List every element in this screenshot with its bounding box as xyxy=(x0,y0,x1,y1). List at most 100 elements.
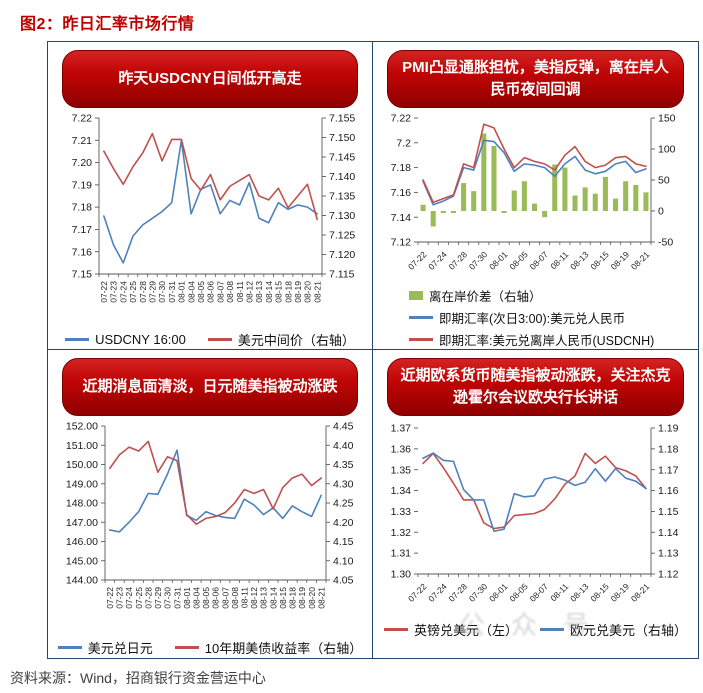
jpy-passive-plot: 152.00 151.00 150.00 149.00 148.00 147.00 146.… xyxy=(65,421,354,609)
svg-text:7.130: 7.130 xyxy=(329,210,355,222)
legend-label: 即期汇率(次日3:00):美元兑人民币 xyxy=(439,312,626,326)
legend-label: 即期汇率:美元兑离岸人民币(USDCNH) xyxy=(439,334,655,348)
svg-text:50: 50 xyxy=(658,175,670,187)
svg-text:08-19: 08-19 xyxy=(297,587,307,609)
svg-text:1.30: 1.30 xyxy=(391,569,412,581)
jpy-passive-legend: 美元兑日元 10年期美债收益率（右轴） xyxy=(48,638,372,657)
svg-text:4.20: 4.20 xyxy=(333,517,354,529)
svg-text:07-24: 07-24 xyxy=(118,281,128,303)
svg-text:08-01: 08-01 xyxy=(176,281,186,303)
svg-text:149.00: 149.00 xyxy=(65,478,97,490)
legend-label: 美元中间价（右轴） xyxy=(237,333,355,348)
svg-text:07-29: 07-29 xyxy=(147,281,157,303)
pmi-cny-rebound-plot: 7.22 7.2 7.18 7.16 7.14 7.12 150 100 50 0 -50 07-22… xyxy=(391,113,676,272)
quad-pmi-cny-rebound: PMI凸显通胀担忧，美指反弹，离在岸人民币夜间回调 7.22 7.2 7.18 7.1… xyxy=(373,42,698,350)
svg-text:07-24: 07-24 xyxy=(124,587,134,609)
legend-line-swatch xyxy=(540,628,564,631)
svg-text:08-04: 08-04 xyxy=(191,587,201,609)
svg-text:07-30: 07-30 xyxy=(162,587,172,609)
svg-text:1.35: 1.35 xyxy=(391,464,412,476)
svg-text:07-30: 07-30 xyxy=(157,281,167,303)
svg-text:1.15: 1.15 xyxy=(658,506,679,518)
eur-gbp-passive-plot: 1.37 1.36 1.35 1.34 1.33 1.32 1.31 1.30 1.19 1.18… xyxy=(391,423,679,604)
legend-item: 美元中间价（右轴） xyxy=(207,330,355,349)
svg-text:07-28: 07-28 xyxy=(447,581,470,604)
svg-text:1.37: 1.37 xyxy=(391,423,412,435)
svg-text:07-28: 07-28 xyxy=(143,587,153,609)
svg-text:7.145: 7.145 xyxy=(329,152,355,164)
svg-text:150: 150 xyxy=(658,113,676,125)
figure-title: 图2：昨日汇率市场行情 xyxy=(20,16,195,33)
svg-text:7.140: 7.140 xyxy=(329,171,355,183)
banner-eur-gbp-passive: 近期欧系货币随美指被动涨跌，关注杰克逊霍尔会议欧央行长讲话 xyxy=(387,358,684,416)
svg-text:08-13: 08-13 xyxy=(258,587,268,609)
legend-line-swatch xyxy=(409,316,433,319)
svg-text:07-23: 07-23 xyxy=(114,587,124,609)
legend-item: 美元兑日元 xyxy=(57,638,153,657)
svg-text:08-05: 08-05 xyxy=(201,587,211,609)
svg-text:08-18: 08-18 xyxy=(287,587,297,609)
svg-text:7.16: 7.16 xyxy=(71,246,92,258)
svg-text:08-05: 08-05 xyxy=(507,249,530,272)
svg-text:07-28: 07-28 xyxy=(137,281,147,303)
svg-text:07-22: 07-22 xyxy=(99,281,109,303)
legend-line-swatch xyxy=(57,646,82,649)
legend-item: USDCNY 16:00 xyxy=(65,330,186,349)
legend-label: 欧元兑美元（右轴） xyxy=(570,623,688,638)
svg-text:08-07: 08-07 xyxy=(528,249,551,272)
svg-text:07-28: 07-28 xyxy=(447,249,470,272)
svg-text:07-23: 07-23 xyxy=(108,281,118,303)
svg-text:07-24: 07-24 xyxy=(426,249,449,272)
quad-eur-gbp-passive: 近期欧系货币随美指被动涨跌，关注杰克逊霍尔会议欧央行长讲话 1.37 1.36 1.… xyxy=(373,350,698,658)
legend-item: 英镑兑美元（左） xyxy=(383,620,518,639)
svg-text:7.22: 7.22 xyxy=(71,113,92,125)
svg-text:144.00: 144.00 xyxy=(65,575,97,587)
svg-text:08-11: 08-11 xyxy=(234,281,244,302)
svg-text:7.135: 7.135 xyxy=(329,191,355,203)
svg-text:146.00: 146.00 xyxy=(65,536,97,548)
quad-usdcny-intraday: 昨天USDCNY日间低开高走 7.22 7.21 7.20 7.19 7.18 7.17 7… xyxy=(48,42,373,350)
chart-grid: 昨天USDCNY日间低开高走 7.22 7.21 7.20 7.19 7.18 7.17 7… xyxy=(47,41,699,659)
svg-text:4.05: 4.05 xyxy=(333,575,354,587)
svg-text:145.00: 145.00 xyxy=(65,555,97,567)
svg-text:1.16: 1.16 xyxy=(658,485,679,497)
svg-text:08-15: 08-15 xyxy=(273,281,283,303)
svg-text:08-19: 08-19 xyxy=(609,581,632,604)
svg-text:4.15: 4.15 xyxy=(333,536,354,548)
svg-text:08-07: 08-07 xyxy=(528,581,551,604)
svg-text:08-01: 08-01 xyxy=(487,581,510,604)
svg-text:148.00: 148.00 xyxy=(65,498,97,510)
svg-text:08-05: 08-05 xyxy=(507,581,530,604)
svg-text:08-04: 08-04 xyxy=(186,281,196,303)
svg-text:08-07: 08-07 xyxy=(220,587,230,609)
eur-gbp-passive-legend: 英镑兑美元（左） 欧元兑美元（右轴） xyxy=(373,620,698,639)
usdcny-intraday-plot: 7.22 7.21 7.20 7.19 7.18 7.17 7.16 7.15 7.155 7.1… xyxy=(71,113,355,303)
svg-text:152.00: 152.00 xyxy=(65,421,97,433)
pmi-cny-rebound-legend: 离在岸价差（右轴） 即期汇率(次日3:00):美元兑人民币即期汇率:美元兑离岸人民… xyxy=(373,286,698,349)
svg-text:08-18: 08-18 xyxy=(283,281,293,303)
svg-text:1.14: 1.14 xyxy=(658,527,679,539)
svg-text:07-22: 07-22 xyxy=(406,581,429,604)
legend-item: 即期汇率(次日3:00):美元兑人民币 xyxy=(409,308,625,327)
legend-label: 离在岸价差（右轴） xyxy=(429,290,542,304)
banner-text: 昨天USDCNY日间低开高走 xyxy=(118,70,302,88)
svg-text:1.36: 1.36 xyxy=(391,443,412,455)
svg-text:08-13: 08-13 xyxy=(568,249,591,272)
svg-text:7.125: 7.125 xyxy=(329,230,355,242)
svg-text:08-21: 08-21 xyxy=(629,581,652,604)
svg-text:1.19: 1.19 xyxy=(658,423,679,435)
svg-text:7.12: 7.12 xyxy=(391,237,412,249)
svg-text:7.115: 7.115 xyxy=(329,269,355,281)
svg-text:1.34: 1.34 xyxy=(391,485,412,497)
banner-pmi-cny-rebound: PMI凸显通胀担忧，美指反弹，离在岸人民币夜间回调 xyxy=(387,50,684,108)
svg-text:7.18: 7.18 xyxy=(71,202,92,214)
svg-text:07-31: 07-31 xyxy=(166,281,176,303)
svg-text:7.21: 7.21 xyxy=(71,135,92,147)
svg-text:08-12: 08-12 xyxy=(249,587,259,609)
legend-line-swatch xyxy=(65,338,90,341)
svg-text:08-01: 08-01 xyxy=(487,249,510,272)
svg-text:4.25: 4.25 xyxy=(333,498,354,510)
svg-text:7.2: 7.2 xyxy=(396,137,411,149)
svg-text:7.14: 7.14 xyxy=(391,212,412,224)
svg-text:08-21: 08-21 xyxy=(316,587,326,609)
